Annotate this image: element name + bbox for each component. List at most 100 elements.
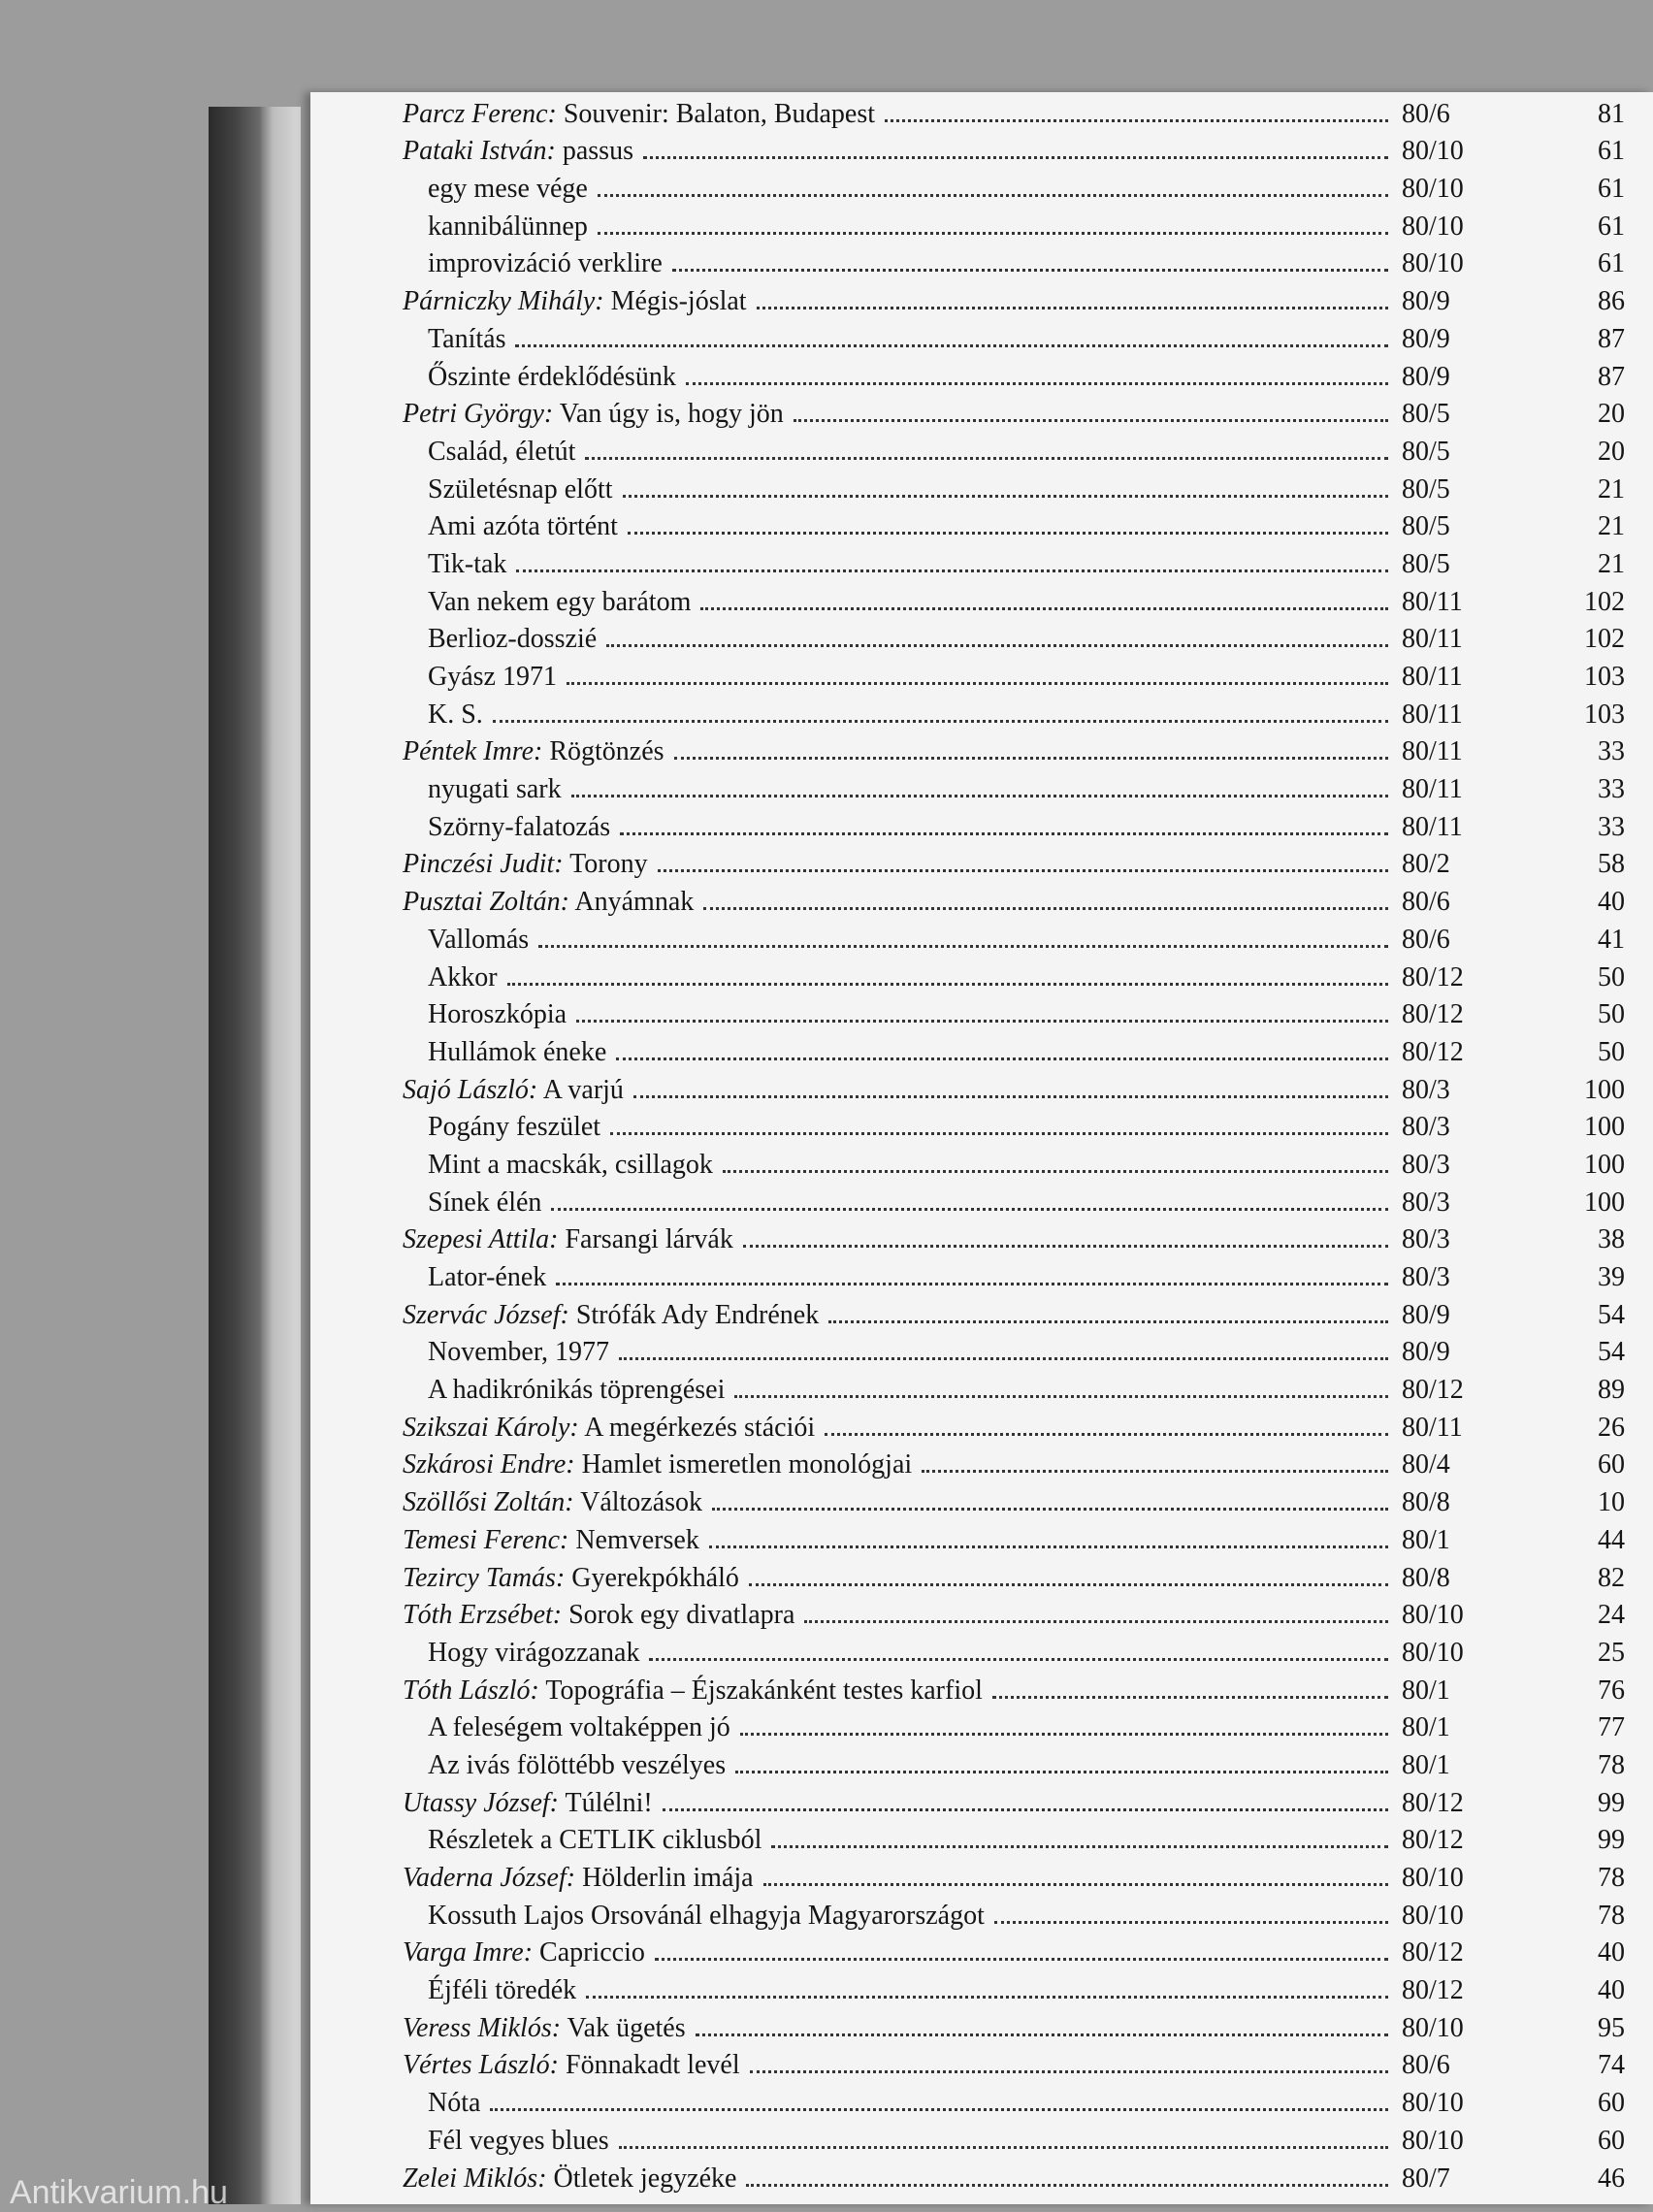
page-number: 87 [1598, 361, 1625, 392]
author: Pusztai Zoltán: [403, 887, 569, 918]
index-page: Parcz Ferenc: Souvenir: Balaton, Budapes… [310, 92, 1653, 2204]
title: Nemversek [575, 1524, 699, 1555]
issue: 80/9 [1402, 323, 1450, 354]
title: Gyerekpókháló [571, 1562, 739, 1593]
entry-text: Petri György: Van úgy is, hogy jön [403, 399, 784, 430]
page-number: 81 [1598, 98, 1625, 129]
index-entry: nyugati sark 80/11 33 [403, 767, 1625, 805]
dot-leader [825, 1432, 1388, 1436]
issue: 80/12 [1402, 999, 1464, 1030]
title: Van nekem egy barátom [428, 586, 692, 617]
page-number: 61 [1598, 248, 1625, 279]
page-number: 25 [1598, 1637, 1625, 1668]
index-entry: K. S. 80/11 103 [403, 693, 1625, 731]
page-number: 61 [1598, 211, 1625, 242]
issue: 80/1 [1402, 1712, 1450, 1743]
page-number: 46 [1598, 2163, 1625, 2194]
page-number: 78 [1598, 1863, 1625, 1893]
page-number: 60 [1598, 2088, 1625, 2119]
dot-leader [671, 269, 1388, 273]
title: Tanítás [428, 323, 506, 354]
title: A megérkezés stációi [584, 1412, 816, 1443]
page-number: 86 [1598, 286, 1625, 317]
issue: 80/8 [1402, 1562, 1450, 1593]
page-number: 40 [1598, 1975, 1625, 2006]
index-entry: Éjféli töredék 80/12 40 [403, 1968, 1625, 2006]
issue: 80/4 [1402, 1449, 1450, 1480]
author: Sajó László: [403, 1074, 538, 1105]
dot-leader [566, 682, 1388, 685]
title: A feleségem voltaképpen jó [428, 1712, 730, 1743]
entry-text: improvizáció verklire [403, 248, 663, 279]
index-entry: Zelei Miklós: Ötletek jegyzéke 80/7 46 [403, 2157, 1625, 2195]
dot-leader [700, 606, 1388, 610]
index-entry: Az ivás fölöttébb veszélyes 80/1 78 [403, 1743, 1625, 1781]
dot-leader [708, 1545, 1388, 1548]
author: Pataki István: [403, 136, 556, 167]
author: Varga Imre: [403, 1937, 534, 1968]
dot-leader [618, 2145, 1388, 2149]
issue: 80/1 [1402, 1675, 1450, 1706]
issue: 80/10 [1402, 174, 1464, 205]
issue: 80/10 [1402, 2088, 1464, 2119]
index-entry: Péntek Imre: Rögtönzés 80/11 33 [403, 731, 1625, 768]
title: Őszinte érdeklődésünk [428, 361, 676, 392]
author: Tóth László: [403, 1675, 539, 1706]
index-entry: egy mese vége 80/10 61 [403, 167, 1625, 205]
title: Tik-tak [428, 548, 507, 579]
page-number: 33 [1598, 774, 1625, 805]
entry-text: Párniczky Mihály: Mégis-jóslat [403, 286, 747, 317]
author: Szervác József: [403, 1299, 569, 1330]
title: Fél vegyes blues [428, 2125, 609, 2156]
index-entry: Család, életút 80/5 20 [403, 430, 1625, 468]
entry-text: Varga Imre: Capriccio [403, 1937, 645, 1968]
page-number: 21 [1598, 473, 1625, 504]
issue: 80/2 [1402, 849, 1450, 880]
page-number: 54 [1598, 1299, 1625, 1330]
entry-text: Tanítás [403, 324, 505, 355]
dot-leader [597, 194, 1388, 198]
issue: 80/11 [1402, 1412, 1463, 1443]
dot-leader [828, 1319, 1388, 1323]
dot-leader [749, 2070, 1388, 2074]
title: Strófák Ady Endrének [575, 1299, 820, 1330]
issue: 80/10 [1402, 1863, 1464, 1893]
page-number: 102 [1584, 624, 1625, 655]
index-entry: Varga Imre: Capriccio 80/12 40 [403, 1932, 1625, 1969]
index-entry: Tóth László: Topográfia – Éjszakánként t… [403, 1669, 1625, 1707]
index-entry: Pinczési Judit: Torony 80/2 58 [403, 843, 1625, 881]
entry-text: Részletek a CETLIK ciklusból [403, 1825, 762, 1856]
index-entry: Részletek a CETLIK ciklusból 80/12 99 [403, 1819, 1625, 1857]
title: Túlélni! [565, 1787, 653, 1818]
title: kannibálünnep [428, 211, 588, 242]
dot-leader [632, 1094, 1388, 1098]
entry-text: Tezircy Tamás: Gyerekpókháló [403, 1563, 739, 1594]
index-entry: Temesi Ferenc: Nemversek 80/1 44 [403, 1518, 1625, 1556]
title: Születésnap előtt [428, 473, 613, 504]
page-number: 82 [1598, 1562, 1625, 1593]
dot-leader [657, 869, 1388, 873]
index-entry: Sajó László: A varjú 80/3 100 [403, 1068, 1625, 1106]
dot-leader [538, 944, 1388, 948]
title: Család, életút [428, 436, 576, 467]
dot-leader [734, 1395, 1388, 1399]
title: Nóta [428, 2088, 481, 2119]
page-number: 50 [1598, 961, 1625, 992]
dot-leader [742, 1245, 1388, 1249]
issue: 80/10 [1402, 2125, 1464, 2156]
title: Topográfia – Éjszakánként testes karfiol [545, 1675, 983, 1706]
entry-text: Zelei Miklós: Ötletek jegyzéke [403, 2163, 736, 2195]
issue: 80/6 [1402, 98, 1450, 129]
entry-text: kannibálünnep [403, 211, 588, 243]
page-number: 100 [1584, 1149, 1625, 1180]
entry-text: Vértes László: Fönnakadt levél [403, 2050, 740, 2081]
page-number: 61 [1598, 136, 1625, 167]
issue: 80/10 [1402, 211, 1464, 242]
index-entry: Fél vegyes blues 80/10 60 [403, 2119, 1625, 2157]
title: Változások [580, 1487, 703, 1518]
page-number: 58 [1598, 849, 1625, 880]
entry-text: Őszinte érdeklődésünk [403, 362, 676, 393]
issue: 80/9 [1402, 286, 1450, 317]
title: Sínek élén [428, 1187, 542, 1218]
page-number: 33 [1598, 736, 1625, 767]
